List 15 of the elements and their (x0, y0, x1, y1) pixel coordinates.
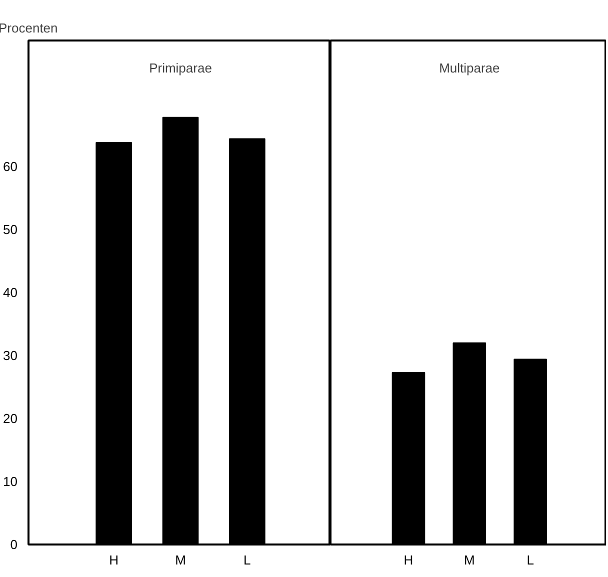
x-tick-label: H (109, 552, 119, 568)
y-tick-label: 30 (3, 348, 18, 363)
y-tick-label: 0 (10, 537, 18, 552)
y-tick-label: 40 (3, 285, 18, 300)
x-tick-label: H (404, 552, 414, 568)
text: Primiparae (149, 60, 212, 76)
x-tick-label: L (526, 552, 534, 568)
y-tick-label: 20 (3, 411, 18, 426)
y-tick-label: 10 (3, 474, 18, 489)
y-tick-label: 60 (3, 159, 18, 174)
x-tick-label: M (464, 552, 475, 568)
x-tick-label: L (244, 552, 251, 568)
text: Multiparae (439, 60, 500, 76)
y-tick-label: 50 (3, 222, 18, 237)
x-tick-label: M (175, 552, 186, 568)
